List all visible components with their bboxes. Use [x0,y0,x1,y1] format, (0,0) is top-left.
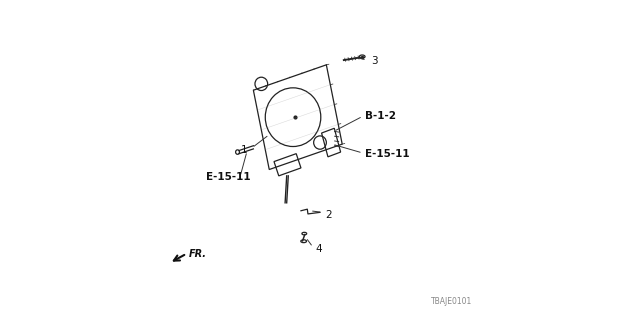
Text: E-15-11: E-15-11 [365,149,410,159]
Text: E-15-11: E-15-11 [206,172,250,182]
Text: 3: 3 [371,56,378,66]
Text: FR.: FR. [188,249,206,259]
Text: 4: 4 [316,244,322,254]
Text: 2: 2 [324,210,332,220]
Text: 1: 1 [241,145,248,155]
Text: B-1-2: B-1-2 [365,111,396,121]
Text: TBAJE0101: TBAJE0101 [431,297,472,306]
